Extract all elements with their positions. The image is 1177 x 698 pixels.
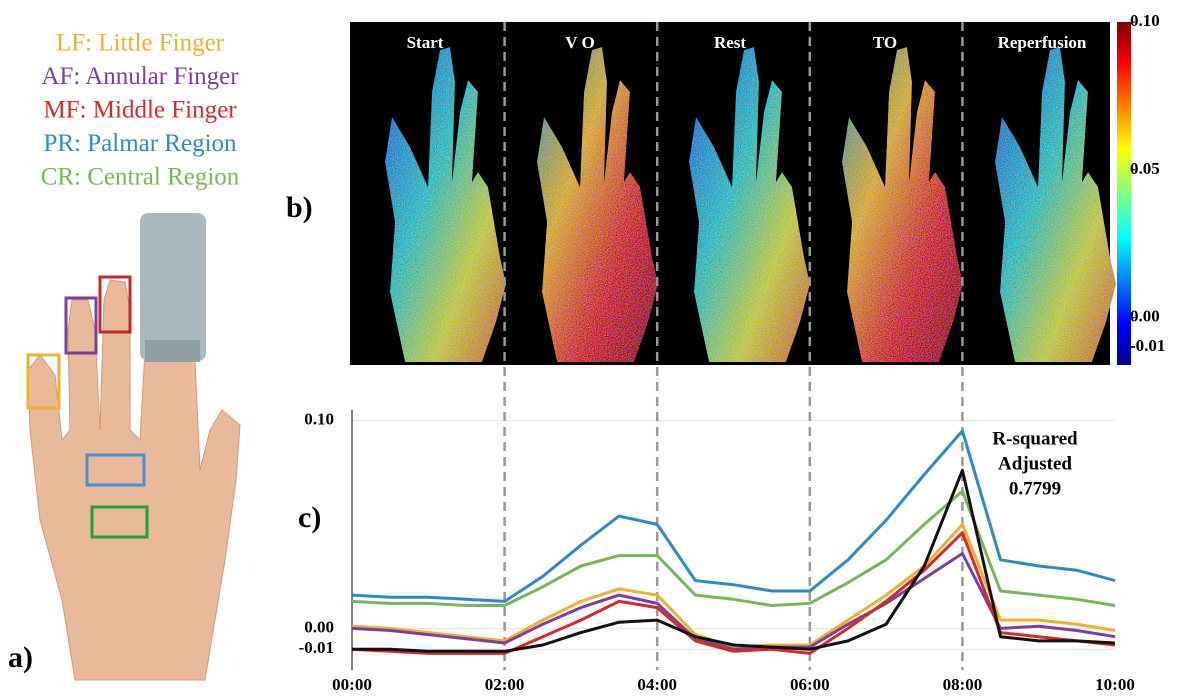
colorbar bbox=[1117, 22, 1131, 365]
annotation: 0.7799 bbox=[1009, 478, 1061, 499]
series-line bbox=[351, 531, 1116, 655]
hand-photo bbox=[26, 213, 241, 681]
legend-entry: MF: Middle Finger bbox=[43, 97, 237, 124]
y-tick-label: 0.00 bbox=[304, 617, 334, 636]
heatmap-label: V O bbox=[565, 33, 594, 52]
y-tick-label: -0.01 bbox=[299, 638, 334, 657]
heatmap-label: Rest bbox=[714, 33, 746, 52]
legend: LF: Little Finger AF: Annular Finger MF: M… bbox=[41, 30, 240, 191]
y-tick-label: 0.10 bbox=[304, 409, 334, 428]
x-tick-label: 06:00 bbox=[790, 675, 830, 694]
heatmap-label: TO bbox=[873, 33, 897, 52]
colorbar-tick-label: -0.01 bbox=[1130, 336, 1165, 355]
x-tick-label: 02:00 bbox=[485, 675, 525, 694]
x-tick-label: 10:00 bbox=[1095, 675, 1135, 694]
annotation: Adjusted bbox=[998, 453, 1072, 474]
series-line bbox=[351, 489, 1116, 607]
panel-label: c) bbox=[298, 501, 321, 534]
colorbar-tick-label: 0.00 bbox=[1130, 307, 1160, 326]
x-tick-label: 00:00 bbox=[332, 675, 372, 694]
heatmap-label: Reperfusion bbox=[998, 33, 1087, 52]
colorbar-tick-label: 0.10 bbox=[1130, 11, 1160, 30]
legend-entry: CR: Central Region bbox=[41, 164, 240, 191]
legend-entry: PR: Palmar Region bbox=[43, 130, 237, 157]
colorbar-tick-label: 0.05 bbox=[1130, 159, 1160, 178]
x-tick-label: 08:00 bbox=[943, 675, 983, 694]
legend-entry: LF: Little Finger bbox=[56, 30, 225, 57]
annotation: R-squared bbox=[992, 428, 1078, 449]
x-tick-label: 04:00 bbox=[637, 675, 677, 694]
heatmap-label: Start bbox=[407, 33, 444, 52]
legend-entry: AF: Annular Finger bbox=[41, 63, 239, 90]
series-line bbox=[352, 468, 1116, 653]
series-line bbox=[351, 522, 1116, 649]
panel-label: a) bbox=[8, 641, 33, 674]
panel-label: b) bbox=[286, 191, 313, 224]
series-line bbox=[351, 429, 1116, 603]
